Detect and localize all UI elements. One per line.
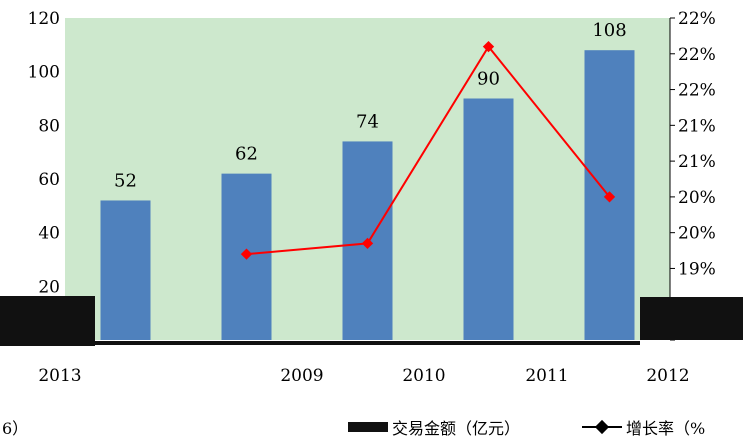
y-right-tick-8: 22% <box>678 45 716 65</box>
growth-point-2010 <box>361 237 374 250</box>
y-right-tick-6: 21% <box>678 116 716 136</box>
bar-label-2011: 90 <box>477 69 500 90</box>
x-tick-2010: 2010 <box>402 366 445 386</box>
legend-bar-label: 交易金额（亿元） <box>392 419 520 438</box>
x-tick-2012: 2012 <box>646 366 689 386</box>
bar-label-2013: 52 <box>114 170 137 191</box>
bar-label-2012: 108 <box>592 20 626 41</box>
growth-point-2012 <box>603 191 616 203</box>
x-tick-2013: 2013 <box>38 366 81 386</box>
y-left-tick-60: 60 <box>38 170 60 190</box>
growth-line <box>246 44 611 256</box>
x-tick-2009: 2009 <box>280 366 323 386</box>
growth-point-2011 <box>482 40 495 53</box>
occlusion-band-right <box>640 297 743 340</box>
x-axis: 2013 2009 2010 2011 2012 <box>38 366 689 386</box>
y-left-tick-20: 20 <box>38 277 60 297</box>
y-right-tick-5: 21% <box>678 152 716 172</box>
occlusion-band-bottom <box>95 341 640 345</box>
bar-2013 <box>100 200 151 340</box>
legend-line-label: 增长率（% <box>626 419 705 438</box>
line-series <box>240 40 616 260</box>
y-axis-left: 20 40 60 80 100 120 <box>28 9 60 297</box>
bar-label-2009: 62 <box>235 144 258 165</box>
bar-data-labels: 52 62 74 90 108 <box>114 20 627 191</box>
y-right-tick-3: 20% <box>678 224 716 244</box>
y-right-tick-7: 22% <box>678 81 716 101</box>
legend: 交易金额（亿元） 增长率（% <box>348 419 705 438</box>
y-right-tick-9: 22% <box>678 9 716 29</box>
y-right-tick-4: 20% <box>678 188 716 208</box>
y-left-tick-40: 40 <box>38 224 60 244</box>
y-right-tick-2: 19% <box>678 259 716 279</box>
bar-2011 <box>463 98 514 340</box>
y-left-tick-120: 120 <box>28 9 60 29</box>
growth-point-2009 <box>240 248 253 260</box>
bar-label-2010: 74 <box>356 111 379 132</box>
y-left-tick-100: 100 <box>28 63 60 83</box>
x-tick-2011: 2011 <box>525 366 568 386</box>
y-axis-right: 19% 20% 20% 21% 21% 22% 22% 22% <box>669 9 716 341</box>
legend-bar-swatch <box>348 422 388 432</box>
y-left-tick-80: 80 <box>38 116 60 136</box>
footnote: 6） <box>2 419 28 438</box>
legend-line-marker <box>594 419 610 435</box>
occlusion-band-left <box>0 296 95 346</box>
